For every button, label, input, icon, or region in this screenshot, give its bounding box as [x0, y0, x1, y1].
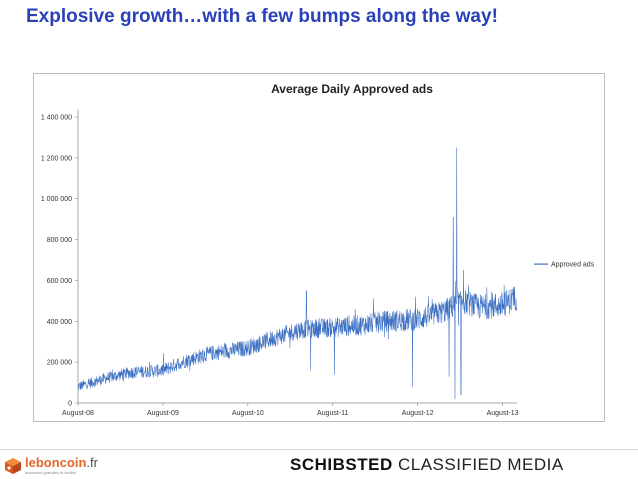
chart-legend: Approved ads: [534, 262, 595, 269]
chart-series: [77, 147, 518, 400]
leboncoin-tld: .fr: [86, 455, 98, 470]
classified-media-wordmark: CLASSIFIED MEDIA: [397, 455, 564, 474]
leboncoin-tagline: annonces gratuites et faciles: [25, 470, 76, 475]
y-tick-label: 1 000 000: [41, 196, 72, 203]
schibsted-logo: SCHIBSTED CLASSIFIED MEDIA: [290, 455, 564, 475]
x-tick-label: August-13: [487, 410, 519, 417]
leboncoin-logo: leboncoin.fr annonces gratuites et facil…: [4, 455, 124, 477]
legend-label: Approved ads: [551, 262, 595, 269]
schibsted-wordmark: SCHIBSTED: [290, 455, 393, 474]
y-tick-label: 1 200 000: [41, 155, 72, 162]
y-tick-label: 1 400 000: [41, 115, 72, 122]
y-tick-label: 600 000: [47, 278, 72, 285]
y-tick-label: 0: [68, 401, 72, 408]
leboncoin-wordmark: leboncoin.fr: [25, 455, 98, 470]
x-tick-label: August-08: [62, 410, 94, 417]
slide-title: Explosive growth…with a few bumps along …: [26, 6, 498, 27]
chart-frame: Average Daily Approved ads 0 200 000 400 0…: [33, 73, 605, 422]
x-tick-label: August-11: [317, 410, 348, 417]
x-tick-label: August-09: [147, 410, 179, 417]
footer-divider: [0, 449, 638, 450]
chart-title: Average Daily Approved ads: [271, 82, 433, 96]
y-tick-label: 400 000: [47, 319, 72, 326]
series-line-approved-ads: [77, 147, 518, 400]
x-tick-label: August-10: [232, 410, 264, 417]
leboncoin-name: leboncoin: [25, 455, 87, 470]
line-chart: Average Daily Approved ads 0 200 000 400 0…: [41, 82, 595, 417]
leboncoin-box-icon: [5, 458, 21, 474]
y-tick-label: 200 000: [47, 360, 72, 367]
y-tick-label: 800 000: [47, 237, 72, 244]
x-tick-label: August-12: [402, 410, 434, 417]
chart-axes: 0 200 000 400 000 600 000 800 000 1 000 000 1 …: [41, 109, 519, 417]
